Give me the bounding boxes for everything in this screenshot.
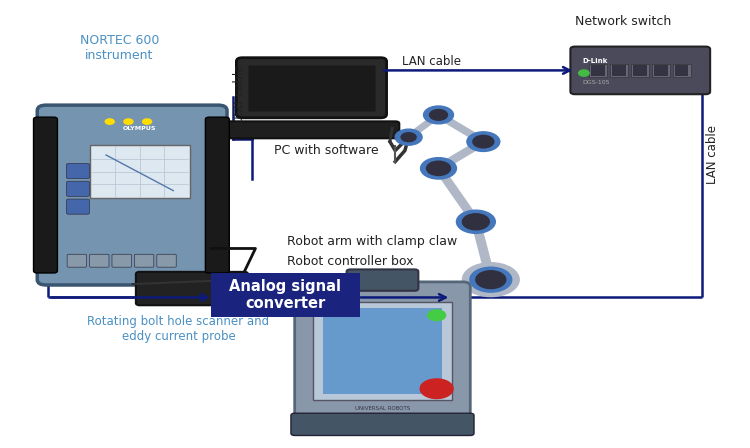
FancyBboxPatch shape [591,65,604,76]
Text: USB cable: USB cable [233,65,246,124]
FancyBboxPatch shape [652,64,670,77]
Circle shape [472,268,509,291]
FancyBboxPatch shape [673,64,691,77]
FancyBboxPatch shape [67,199,89,214]
Circle shape [430,110,448,120]
FancyBboxPatch shape [314,302,452,400]
Text: LAN cable: LAN cable [706,125,719,184]
FancyBboxPatch shape [67,181,89,196]
Text: NORTEC 600
instrument: NORTEC 600 instrument [80,34,159,62]
Text: PC with software: PC with software [274,144,379,157]
Circle shape [401,133,416,142]
Text: OLYMPUS: OLYMPUS [123,126,156,131]
Text: LAN cable: LAN cable [401,55,460,68]
Circle shape [463,263,519,297]
FancyBboxPatch shape [631,64,649,77]
Circle shape [105,119,114,124]
FancyBboxPatch shape [675,65,688,76]
Circle shape [420,379,453,399]
Text: Rotating bolt hole scanner and
eddy current probe: Rotating bolt hole scanner and eddy curr… [87,314,269,343]
FancyBboxPatch shape [242,282,280,295]
FancyBboxPatch shape [236,58,386,118]
Circle shape [578,70,589,76]
FancyBboxPatch shape [136,272,248,305]
Text: Robot controller box: Robot controller box [286,255,413,268]
FancyBboxPatch shape [157,254,176,267]
Circle shape [427,161,451,176]
Circle shape [463,214,489,230]
Circle shape [457,210,495,233]
Text: D-Link: D-Link [582,58,608,64]
Text: DGS-105: DGS-105 [582,80,610,85]
FancyBboxPatch shape [67,164,89,179]
FancyBboxPatch shape [346,269,418,291]
FancyBboxPatch shape [89,254,109,267]
FancyBboxPatch shape [38,105,227,285]
Circle shape [470,267,512,292]
Circle shape [395,129,422,145]
FancyBboxPatch shape [295,282,470,420]
Circle shape [124,119,133,124]
FancyBboxPatch shape [291,413,474,435]
Circle shape [421,158,457,179]
FancyBboxPatch shape [571,47,710,94]
FancyBboxPatch shape [89,145,190,198]
FancyBboxPatch shape [610,64,628,77]
FancyBboxPatch shape [248,65,375,111]
FancyBboxPatch shape [206,117,230,273]
FancyBboxPatch shape [654,65,668,76]
Circle shape [142,119,152,124]
Text: Network switch: Network switch [575,15,671,28]
FancyBboxPatch shape [633,65,646,76]
FancyBboxPatch shape [612,65,626,76]
FancyBboxPatch shape [134,254,154,267]
FancyBboxPatch shape [589,64,607,77]
FancyBboxPatch shape [224,121,399,138]
FancyBboxPatch shape [323,308,442,394]
FancyBboxPatch shape [112,254,131,267]
Circle shape [424,106,454,124]
Circle shape [467,132,500,151]
FancyBboxPatch shape [34,117,58,273]
Text: Analog signal
converter: Analog signal converter [230,279,341,311]
Circle shape [427,310,445,321]
Circle shape [473,135,494,148]
Text: UNIVERSAL ROBOTS: UNIVERSAL ROBOTS [355,406,410,411]
Text: Robot arm with clamp claw: Robot arm with clamp claw [286,235,457,248]
Circle shape [476,271,506,289]
FancyBboxPatch shape [211,273,360,318]
FancyBboxPatch shape [68,254,86,267]
